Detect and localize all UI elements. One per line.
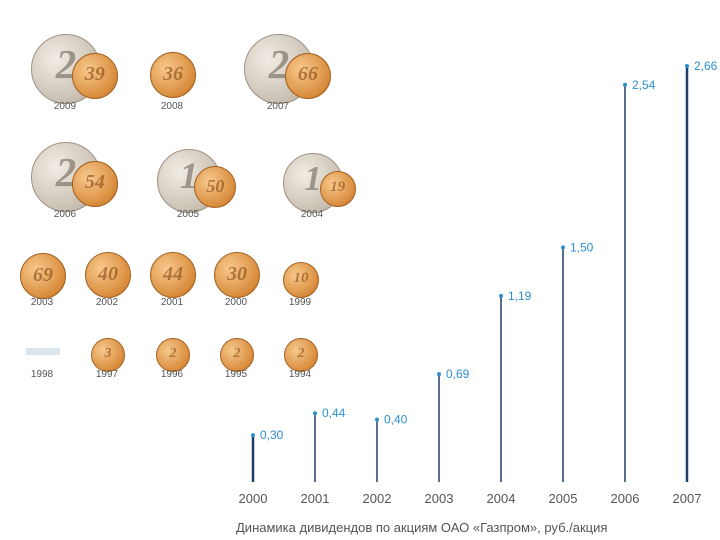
bar-top-dot-2007 (685, 64, 689, 68)
ruble-coin-value: 2 (55, 149, 77, 196)
kopek-coin-value: 19 (330, 179, 346, 196)
bar-top-dot-2006 (623, 82, 627, 87)
kopek-coin-value: 3 (104, 346, 112, 362)
kopek-coin-value: 50 (206, 175, 225, 196)
kopek-coin-value: 66 (297, 63, 318, 86)
kopek-coin-value: 40 (98, 262, 118, 285)
kopek-coin-value: 44 (163, 262, 183, 285)
value-label-2002: 0,40 (384, 412, 408, 426)
chart-title: Динамика дивидендов по акциям ОАО «Газпр… (236, 520, 608, 535)
value-label-2004: 1,19 (508, 289, 532, 303)
ruble-coin-value: 2 (268, 41, 290, 88)
kopek-coin-value: 2 (297, 346, 305, 362)
kopek-coin-1996: 2 (156, 338, 190, 372)
coin-year-label-2000: 2000 (224, 297, 248, 308)
coin-year-label-1998: 1998 (30, 369, 54, 380)
kopek-coin-1997: 3 (91, 338, 125, 372)
bar-top-dot-2004 (499, 293, 503, 298)
kopek-coin-2006: 54 (71, 160, 118, 207)
x-tick-label-2000: 2000 (239, 491, 268, 506)
x-tick-label-2006: 2006 (611, 491, 640, 506)
kopek-coin-value: 54 (84, 171, 105, 194)
coin-year-label-2009: 2009 (53, 101, 77, 112)
kopek-coin-2004: 19 (319, 170, 356, 207)
kopek-coin-value: 39 (84, 63, 105, 86)
kopek-coin-1994: 2 (284, 338, 318, 372)
kopek-coin-2002: 40 (85, 252, 131, 298)
kopek-coin-2003: 69 (20, 253, 66, 299)
kopek-coin-2005: 50 (194, 166, 237, 209)
coin-year-label-1994: 1994 (288, 369, 312, 380)
kopek-coin-value: 30 (227, 262, 247, 285)
bar-top-dot-2000 (251, 433, 255, 438)
kopek-coin-1999: 10 (283, 262, 319, 298)
coin-year-label-2008: 2008 (160, 101, 184, 112)
coin-year-label-2003: 2003 (30, 297, 54, 308)
x-tick-label-2007: 2007 (673, 491, 702, 506)
value-label-2005: 1,50 (570, 240, 594, 254)
coin-year-label-2001: 2001 (160, 297, 184, 308)
kopek-coin-2000: 30 (214, 252, 260, 298)
x-tick-label-2002: 2002 (363, 491, 392, 506)
bar-top-dot-2001 (313, 411, 317, 416)
kopek-coin-value: 2 (169, 346, 177, 362)
bar-top-dot-2002 (375, 417, 379, 422)
kopek-coin-value: 2 (233, 346, 241, 362)
empty-year-marker (26, 348, 60, 355)
bar-top-dot-2003 (437, 372, 441, 377)
kopek-coin-value: 69 (33, 263, 53, 286)
value-label-2006: 2,54 (632, 78, 656, 92)
value-label-2001: 0,44 (322, 406, 346, 420)
coin-year-label-1996: 1996 (160, 369, 184, 380)
coin-year-label-2007: 2007 (266, 101, 290, 112)
x-tick-label-2004: 2004 (487, 491, 516, 506)
coin-year-label-1995: 1995 (224, 369, 248, 380)
kopek-coin-2008: 36 (150, 52, 196, 98)
kopek-coin-2009: 39 (71, 52, 118, 99)
value-label-2000: 0,30 (260, 428, 284, 442)
value-label-2003: 0,69 (446, 367, 470, 381)
coin-year-label-2005: 2005 (176, 209, 200, 220)
kopek-coin-value: 10 (293, 270, 309, 287)
coin-year-label-1997: 1997 (95, 369, 119, 380)
coin-year-label-2002: 2002 (95, 297, 119, 308)
kopek-coin-2007: 66 (284, 52, 331, 99)
ruble-coin-value: 1 (179, 155, 199, 197)
bar-top-dot-2005 (561, 245, 565, 250)
ruble-coin-value: 2 (55, 41, 77, 88)
x-tick-label-2005: 2005 (549, 491, 578, 506)
coin-year-label-2004: 2004 (300, 209, 324, 220)
value-label-2007: 2,66 (694, 59, 718, 73)
coin-year-label-2006: 2006 (53, 209, 77, 220)
x-tick-label-2001: 2001 (301, 491, 330, 506)
kopek-coin-value: 36 (163, 62, 183, 85)
x-tick-label-2003: 2003 (425, 491, 454, 506)
coin-year-label-1999: 1999 (288, 297, 312, 308)
kopek-coin-1995: 2 (220, 338, 254, 372)
kopek-coin-2001: 44 (150, 252, 196, 298)
ruble-coin-value: 1 (304, 158, 322, 198)
